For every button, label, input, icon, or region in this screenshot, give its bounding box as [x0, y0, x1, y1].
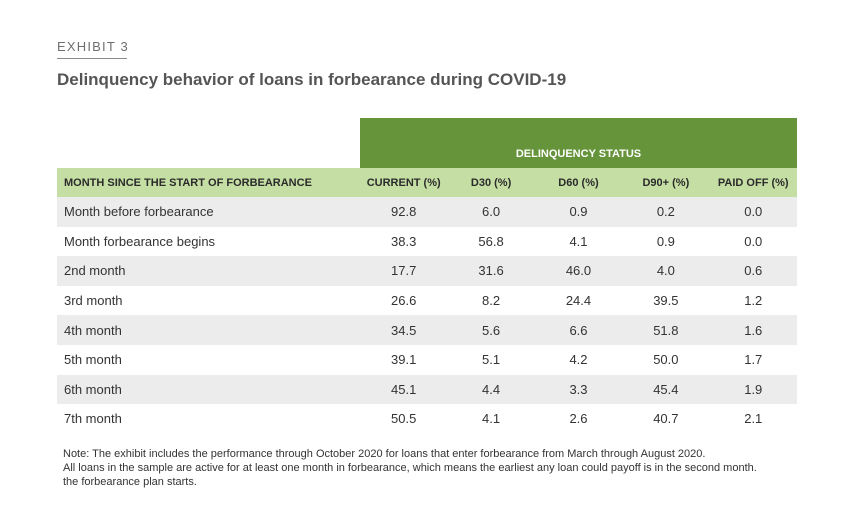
table-cell: 17.7 [391, 263, 417, 279]
table-cell: 5.6 [482, 322, 501, 338]
table-cell: 0.2 [656, 204, 675, 220]
table-cell: 45.4 [653, 381, 679, 397]
group-header-delinquency-status: DELINQUENCY STATUS [360, 118, 797, 168]
page-title: Delinquency behavior of loans in forbear… [57, 70, 567, 89]
table-row: 2nd month 17.7 31.6 46.0 4.0 0.6 [57, 256, 797, 286]
row-label: 7th month [64, 411, 122, 427]
exhibit-divider [57, 58, 127, 59]
table-cell: 1.9 [744, 381, 763, 397]
table-cell: 4.0 [656, 263, 675, 279]
table-row: 6th month 45.1 4.4 3.3 45.4 1.9 [57, 374, 797, 405]
table-cell: 1.2 [744, 293, 763, 309]
table-cell: 4.2 [569, 352, 588, 368]
table-cell: 0.0 [744, 233, 763, 249]
column-header-current: CURRENT (%) [366, 176, 441, 189]
column-header-row: MONTH SINCE THE START OF FORBEARANCE CUR… [57, 168, 797, 197]
delinquency-table: DELINQUENCY STATUS MONTH SINCE THE START… [57, 118, 797, 434]
table-cell: 45.1 [391, 381, 417, 397]
table-row: Month forbearance begins 38.3 56.8 4.1 0.9 0.… [57, 227, 797, 257]
table-cell: 1.6 [744, 322, 763, 338]
table-body: Month before forbearance 92.8 6.0 0.9 0.2 0.0… [57, 197, 797, 434]
table-cell: 50.0 [653, 352, 679, 368]
table-cell: 0.9 [656, 233, 675, 249]
column-header-d60: D60 (%) [558, 176, 599, 189]
table-cell: 34.5 [391, 322, 417, 338]
row-label: 3rd month [64, 293, 123, 309]
table-row: Month before forbearance 92.8 6.0 0.9 0.2 0.0 [57, 197, 797, 227]
table-cell: 51.8 [653, 322, 679, 338]
table-cell: 6.0 [482, 204, 501, 220]
row-label: Month forbearance begins [64, 233, 216, 249]
row-label: 6th month [64, 381, 122, 397]
table-cell: 6.6 [569, 322, 588, 338]
notes: Note: The exhibit includes the performan… [63, 447, 823, 489]
table-cell: 0.9 [569, 204, 588, 220]
row-label: 5th month [64, 352, 122, 368]
table-cell: 39.1 [391, 352, 417, 368]
note-line: All loans in the sample are active for a… [63, 462, 757, 474]
column-header-paid-off: PAID OFF (%) [717, 176, 789, 189]
table-cell: 38.3 [391, 233, 417, 249]
table-cell: 40.7 [653, 411, 679, 427]
table-cell: 0.6 [744, 263, 763, 279]
table-cell: 5.1 [482, 352, 501, 368]
table-row: 4th month 34.5 5.6 6.6 51.8 1.6 [57, 315, 797, 345]
table-cell: 24.4 [565, 293, 592, 309]
table-row: 5th month 39.1 5.1 4.2 50.0 1.7 [57, 345, 797, 375]
table-cell: 1.7 [744, 352, 763, 368]
table-cell: 4.1 [569, 233, 588, 249]
table-cell: 4.1 [482, 411, 501, 427]
row-label: 2nd month [64, 263, 126, 279]
table-row: 3rd month 26.6 8.2 24.4 39.5 1.2 [57, 286, 797, 316]
exhibit-label: EXHIBIT 3 [57, 39, 129, 54]
table-cell: 2.1 [744, 411, 763, 427]
table-cell: 46.0 [565, 263, 592, 279]
table-row: 7th month 50.5 4.1 2.6 40.7 2.1 [57, 404, 797, 434]
table-cell: 39.5 [653, 293, 679, 309]
group-header-spacer [57, 118, 360, 168]
note-line: Note: The exhibit includes the performan… [63, 448, 706, 460]
column-header-month: MONTH SINCE THE START OF FORBEARANCE [64, 176, 312, 189]
table-cell: 4.4 [482, 381, 501, 397]
table-cell: 56.8 [478, 233, 504, 249]
table-cell: 0.0 [744, 204, 763, 220]
row-label: Month before forbearance [64, 204, 214, 220]
table-cell: 92.8 [391, 204, 417, 220]
table-cell: 26.6 [391, 293, 417, 309]
column-header-d90: D90+ (%) [642, 176, 690, 189]
column-header-d30: D30 (%) [470, 176, 512, 189]
table-cell: 2.6 [569, 411, 588, 427]
table-cell: 50.5 [391, 411, 417, 427]
table-cell: 3.3 [569, 381, 588, 397]
note-line: the forbearance plan starts. [63, 476, 197, 488]
group-header-row: DELINQUENCY STATUS [57, 118, 797, 168]
row-label: 4th month [64, 322, 122, 338]
table-cell: 31.6 [478, 263, 504, 279]
table-cell: 8.2 [482, 293, 501, 309]
